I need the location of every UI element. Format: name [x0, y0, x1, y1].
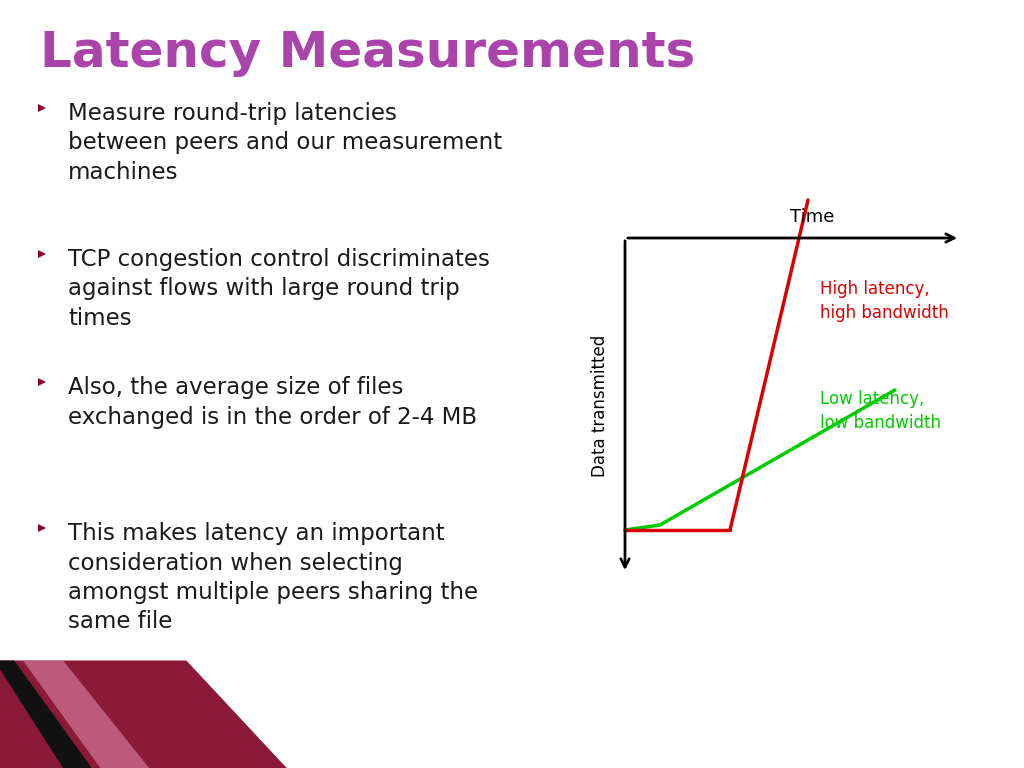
Text: TCP congestion control discriminates
against flows with large round trip
times: TCP congestion control discriminates aga…: [68, 248, 489, 329]
Polygon shape: [0, 660, 287, 768]
Text: This makes latency an important
consideration when selecting
amongst multiple pe: This makes latency an important consider…: [68, 522, 478, 633]
Text: Data transmitted: Data transmitted: [591, 334, 609, 477]
Text: Latency Measurements: Latency Measurements: [40, 29, 695, 77]
Polygon shape: [0, 660, 92, 768]
Text: Time: Time: [791, 208, 835, 226]
Text: Measure round-trip latencies
between peers and our measurement
machines: Measure round-trip latencies between pee…: [68, 102, 502, 184]
Text: Low latency,
low bandwidth: Low latency, low bandwidth: [820, 390, 941, 432]
Polygon shape: [23, 660, 150, 768]
Text: High latency,
high bandwidth: High latency, high bandwidth: [820, 280, 949, 322]
Text: Also, the average size of files
exchanged is in the order of 2-4 MB: Also, the average size of files exchange…: [68, 376, 477, 429]
